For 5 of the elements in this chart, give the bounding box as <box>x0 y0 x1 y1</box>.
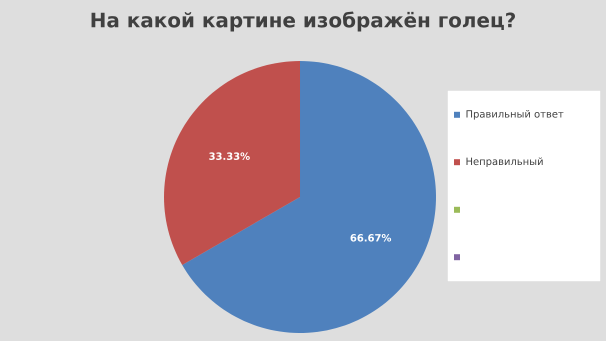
legend-label: Правильный ответ <box>466 110 564 120</box>
data-label: 66.67% <box>350 234 392 242</box>
data-label: 33.33% <box>209 152 250 160</box>
chart-title: На какой картине изображён голец? <box>92 12 515 32</box>
legend-label: Неправильный <box>466 157 543 168</box>
